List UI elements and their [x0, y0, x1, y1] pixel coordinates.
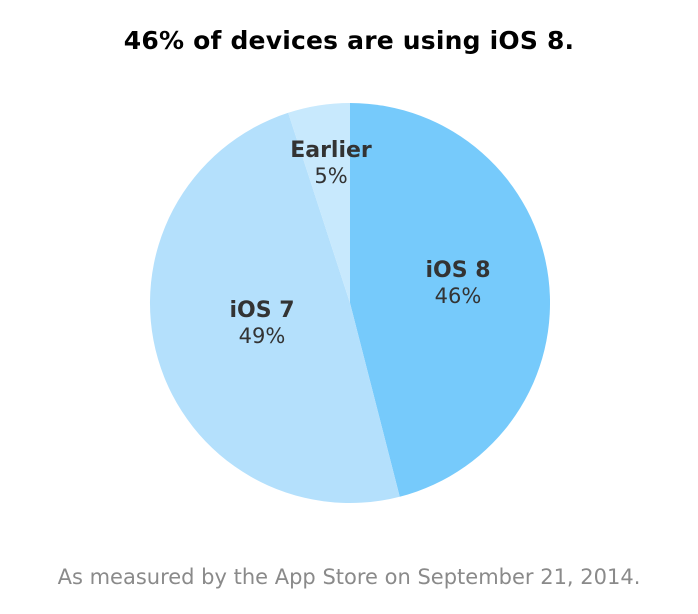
slice-name-ios-7: iOS 7 — [229, 298, 294, 323]
footnote: As measured by the App Store on Septembe… — [57, 565, 641, 589]
pie-slice-ios-8 — [350, 103, 551, 497]
slice-name-earlier: Earlier — [290, 138, 372, 163]
slice-value-earlier: 5% — [314, 164, 347, 188]
chart-title: 46% of devices are using iOS 8. — [123, 26, 575, 55]
slice-value-ios-8: 46% — [435, 284, 482, 308]
pie-slice-earlier — [288, 103, 350, 303]
slice-value-ios-7: 49% — [239, 324, 286, 348]
pie-slice-ios-7 — [149, 112, 400, 504]
slice-name-ios-8: iOS 8 — [425, 258, 490, 283]
